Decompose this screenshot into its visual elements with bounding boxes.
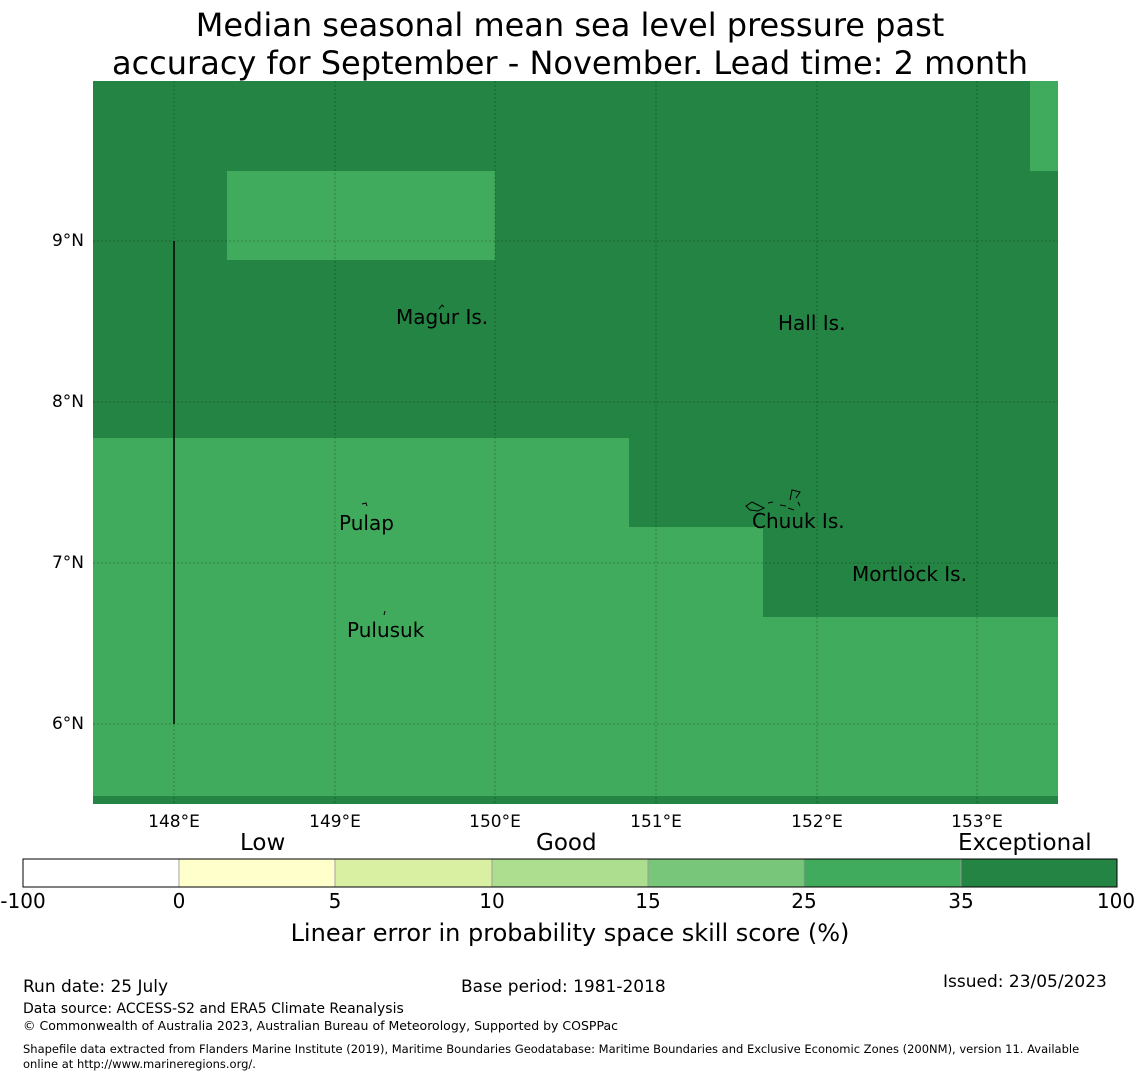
very-good-region-north [227,171,495,260]
mortlock-island-shape [909,565,913,569]
lat-label-8n: 8°N [51,392,84,412]
islands [361,304,913,616]
exceptional-strip-south [93,796,1058,804]
lat-label-9n: 9°N [51,231,84,251]
title-line-2: accuracy for September - November. Lead … [111,44,1029,82]
place-hall: Hall Is. [778,311,846,335]
data-source: Data source: ACCESS-S2 and ERA5 Climate … [23,1001,404,1017]
colorbar-tick-7: 35 [948,889,974,913]
colorbar-category-good: Good [536,830,597,856]
colorbar-title: Linear error in probability space skill … [290,919,850,947]
lat-label-7n: 7°N [51,553,84,573]
issued-date: Issued: 23/05/2023 [943,972,1107,992]
colorbar-segment-7 [960,858,1118,888]
shapefile-credit-line-1: Shapefile data extracted from Flanders M… [23,1042,1080,1056]
colorbar-tick-1: -100 [0,889,46,913]
pulap-island-shape [361,502,368,507]
place-pulusuk: Pulusuk [347,618,425,642]
colorbar [22,858,1118,888]
colorbar-category-low: Low [240,830,286,856]
copyright: © Commonwealth of Australia 2023, Austra… [23,1018,618,1033]
colorbar-tick-6: 25 [791,889,817,913]
chuuk-lagoon-shape [745,489,801,512]
gridlines [93,81,1058,804]
base-period: Base period: 1981-2018 [461,977,666,997]
chart-title: Median seasonal mean sea level pressure … [0,6,1140,82]
colorbar-tick-4: 10 [479,889,505,913]
lon-label-152e: 152°E [791,812,843,832]
shapefile-credit-line-2: online at http://www.marineregions.org/. [23,1057,256,1071]
lon-label-151e: 151°E [630,812,682,832]
run-date: Run date: 25 July [23,977,169,997]
colorbar-outline [22,858,1118,888]
colorbar-segment-5 [647,858,805,888]
colorbar-segment-4 [491,858,649,888]
lon-label-150e: 150°E [469,812,521,832]
colorbar-segment-1 [22,858,180,888]
colorbar-segment-2 [178,858,336,888]
lon-label-149e: 149°E [309,812,361,832]
lon-label-153e: 153°E [951,812,1003,832]
colorbar-tick-8: 100 [1096,889,1136,913]
title-line-1: Median seasonal mean sea level pressure … [195,6,945,44]
colorbar-tick-5: 15 [635,889,661,913]
colorbar-category-exceptional: Exceptional [958,830,1092,856]
lat-label-6n: 6°N [51,714,84,734]
place-chuuk: Chuuk Is. [752,509,845,533]
lon-label-148e: 148°E [148,812,200,832]
colorbar-segment-3 [334,858,493,888]
place-magur: Magur Is. [396,305,489,329]
colorbar-tick-3: 5 [328,889,342,913]
place-pulap: Pulap [339,511,394,535]
colorbar-tick-2: 0 [172,889,186,913]
magur-island-shape [438,304,445,310]
colorbar-segment-6 [803,858,962,888]
pulusuk-island-shape [383,610,386,616]
place-mortlock: Mortlock Is. [852,562,967,586]
